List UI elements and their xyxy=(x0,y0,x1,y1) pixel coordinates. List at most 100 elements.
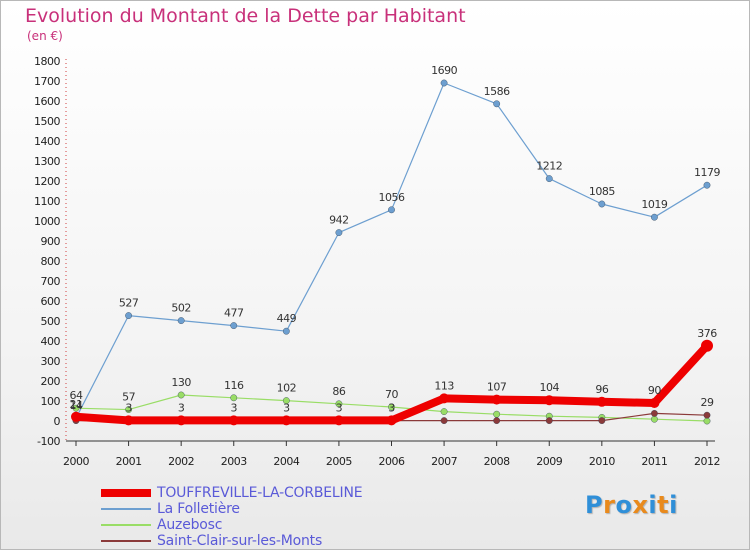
x-tick-label: 2011 xyxy=(641,455,667,468)
legend-swatch xyxy=(101,540,151,542)
data-label: 1085 xyxy=(589,185,615,198)
data-point xyxy=(388,206,395,214)
data-label: 3 xyxy=(336,401,343,414)
data-point xyxy=(596,396,607,407)
x-tick-label: 2001 xyxy=(116,455,142,468)
data-label: 21 xyxy=(70,398,83,411)
x-tick-label: 2012 xyxy=(694,455,720,468)
data-label: 96 xyxy=(595,383,608,396)
data-label: 527 xyxy=(119,297,139,310)
y-tick-label: 1400 xyxy=(34,135,60,148)
data-point xyxy=(123,415,134,426)
legend-label: La Folletière xyxy=(157,501,240,517)
data-point xyxy=(333,415,344,426)
y-tick-label: 1200 xyxy=(34,175,60,188)
series-layer xyxy=(71,79,713,426)
data-point xyxy=(545,175,553,183)
x-tick-label: 2003 xyxy=(221,455,247,468)
series-touffreville-la-corbeline xyxy=(71,339,713,426)
y-tick-label: 700 xyxy=(41,275,61,288)
chart-subtitle: (en €) xyxy=(27,29,63,43)
data-point xyxy=(493,417,501,424)
data-point xyxy=(649,398,660,408)
y-tick-label: 900 xyxy=(41,235,61,248)
data-point xyxy=(440,408,448,415)
data-label: 70 xyxy=(385,388,398,401)
data-point xyxy=(177,391,185,399)
data-label: 57 xyxy=(122,391,135,404)
y-tick-label: 500 xyxy=(41,315,61,328)
legend-label: Auzebosc xyxy=(157,517,223,533)
legend-label: TOUFFREVILLE-LA-CORBELINE xyxy=(157,485,363,501)
data-point xyxy=(386,415,397,426)
data-label: 3 xyxy=(125,401,132,414)
data-point xyxy=(493,410,501,418)
y-tick-label: 600 xyxy=(41,295,61,308)
data-label: 1056 xyxy=(379,191,405,204)
y-tick-label: 0 xyxy=(54,415,61,428)
data-label: 29 xyxy=(701,396,714,409)
y-tick-label: 800 xyxy=(41,255,61,268)
data-label: 502 xyxy=(171,302,191,315)
y-tick-label: 100 xyxy=(41,395,61,408)
series-line xyxy=(75,82,708,419)
data-point xyxy=(493,100,501,108)
chart-legend: TOUFFREVILLE-LA-CORBELINE La Folletière Au… xyxy=(101,485,363,549)
x-tick-label: 2009 xyxy=(536,455,562,468)
data-label: 130 xyxy=(171,376,191,389)
data-point xyxy=(72,404,80,412)
proxiti-logo: Proxiti xyxy=(585,491,678,519)
data-point xyxy=(703,181,711,189)
legend-item: La Folletière xyxy=(101,501,362,517)
data-point xyxy=(335,400,343,408)
data-label: 477 xyxy=(224,307,244,320)
data-labels-layer: 14 527 502 477 449 942 1056 1690 1586 1212 1085 101… xyxy=(70,64,721,414)
legend-swatch xyxy=(101,489,151,497)
data-label: 113 xyxy=(434,379,454,392)
y-tick-label: 1000 xyxy=(34,215,60,228)
data-point xyxy=(439,393,450,404)
x-tick-label: 2007 xyxy=(431,455,457,468)
data-point xyxy=(228,415,239,426)
data-label: 86 xyxy=(332,385,345,398)
data-point xyxy=(598,200,606,208)
legend-item: Saint-Clair-sur-les-Monts xyxy=(101,533,362,549)
data-label: 942 xyxy=(329,214,349,227)
chart-axes: -100 0 100 200 300 400 500 600 700 800 900 1000 1100… xyxy=(34,55,721,468)
legend-item: Auzebosc xyxy=(101,517,362,533)
data-label: 3 xyxy=(388,401,395,414)
series-la-folletiere xyxy=(72,79,711,422)
data-label: 14 xyxy=(70,399,83,412)
data-point xyxy=(491,394,502,405)
legend-swatch xyxy=(101,524,151,526)
x-tick-label: 2010 xyxy=(589,455,615,468)
data-label: 116 xyxy=(224,379,244,392)
data-label: 376 xyxy=(697,327,717,340)
data-label: 107 xyxy=(487,381,507,394)
y-tick-label: 1800 xyxy=(34,55,60,68)
x-tick-label: 2004 xyxy=(273,455,299,468)
y-tick-label: 200 xyxy=(41,375,61,388)
data-label: 102 xyxy=(277,382,297,395)
data-label: 3 xyxy=(283,401,290,414)
data-point xyxy=(230,394,238,402)
y-tick-label: -100 xyxy=(37,435,60,448)
y-tick-label: 1300 xyxy=(34,155,60,168)
x-tick-label: 2005 xyxy=(326,455,352,468)
data-label: 1212 xyxy=(536,160,562,173)
data-point xyxy=(440,417,448,424)
data-point xyxy=(701,339,713,352)
data-label: 64 xyxy=(70,389,83,402)
legend-label: Saint-Clair-sur-les-Monts xyxy=(157,533,323,549)
data-point xyxy=(440,79,448,87)
legend-item: TOUFFREVILLE-LA-CORBELINE xyxy=(101,485,363,501)
data-label: 90 xyxy=(648,384,661,397)
data-label: 3 xyxy=(178,401,185,414)
data-point xyxy=(125,406,132,413)
legend-swatch xyxy=(101,508,151,510)
data-point xyxy=(544,395,555,406)
y-tick-label: 1600 xyxy=(34,95,60,108)
data-label: 449 xyxy=(277,312,297,325)
